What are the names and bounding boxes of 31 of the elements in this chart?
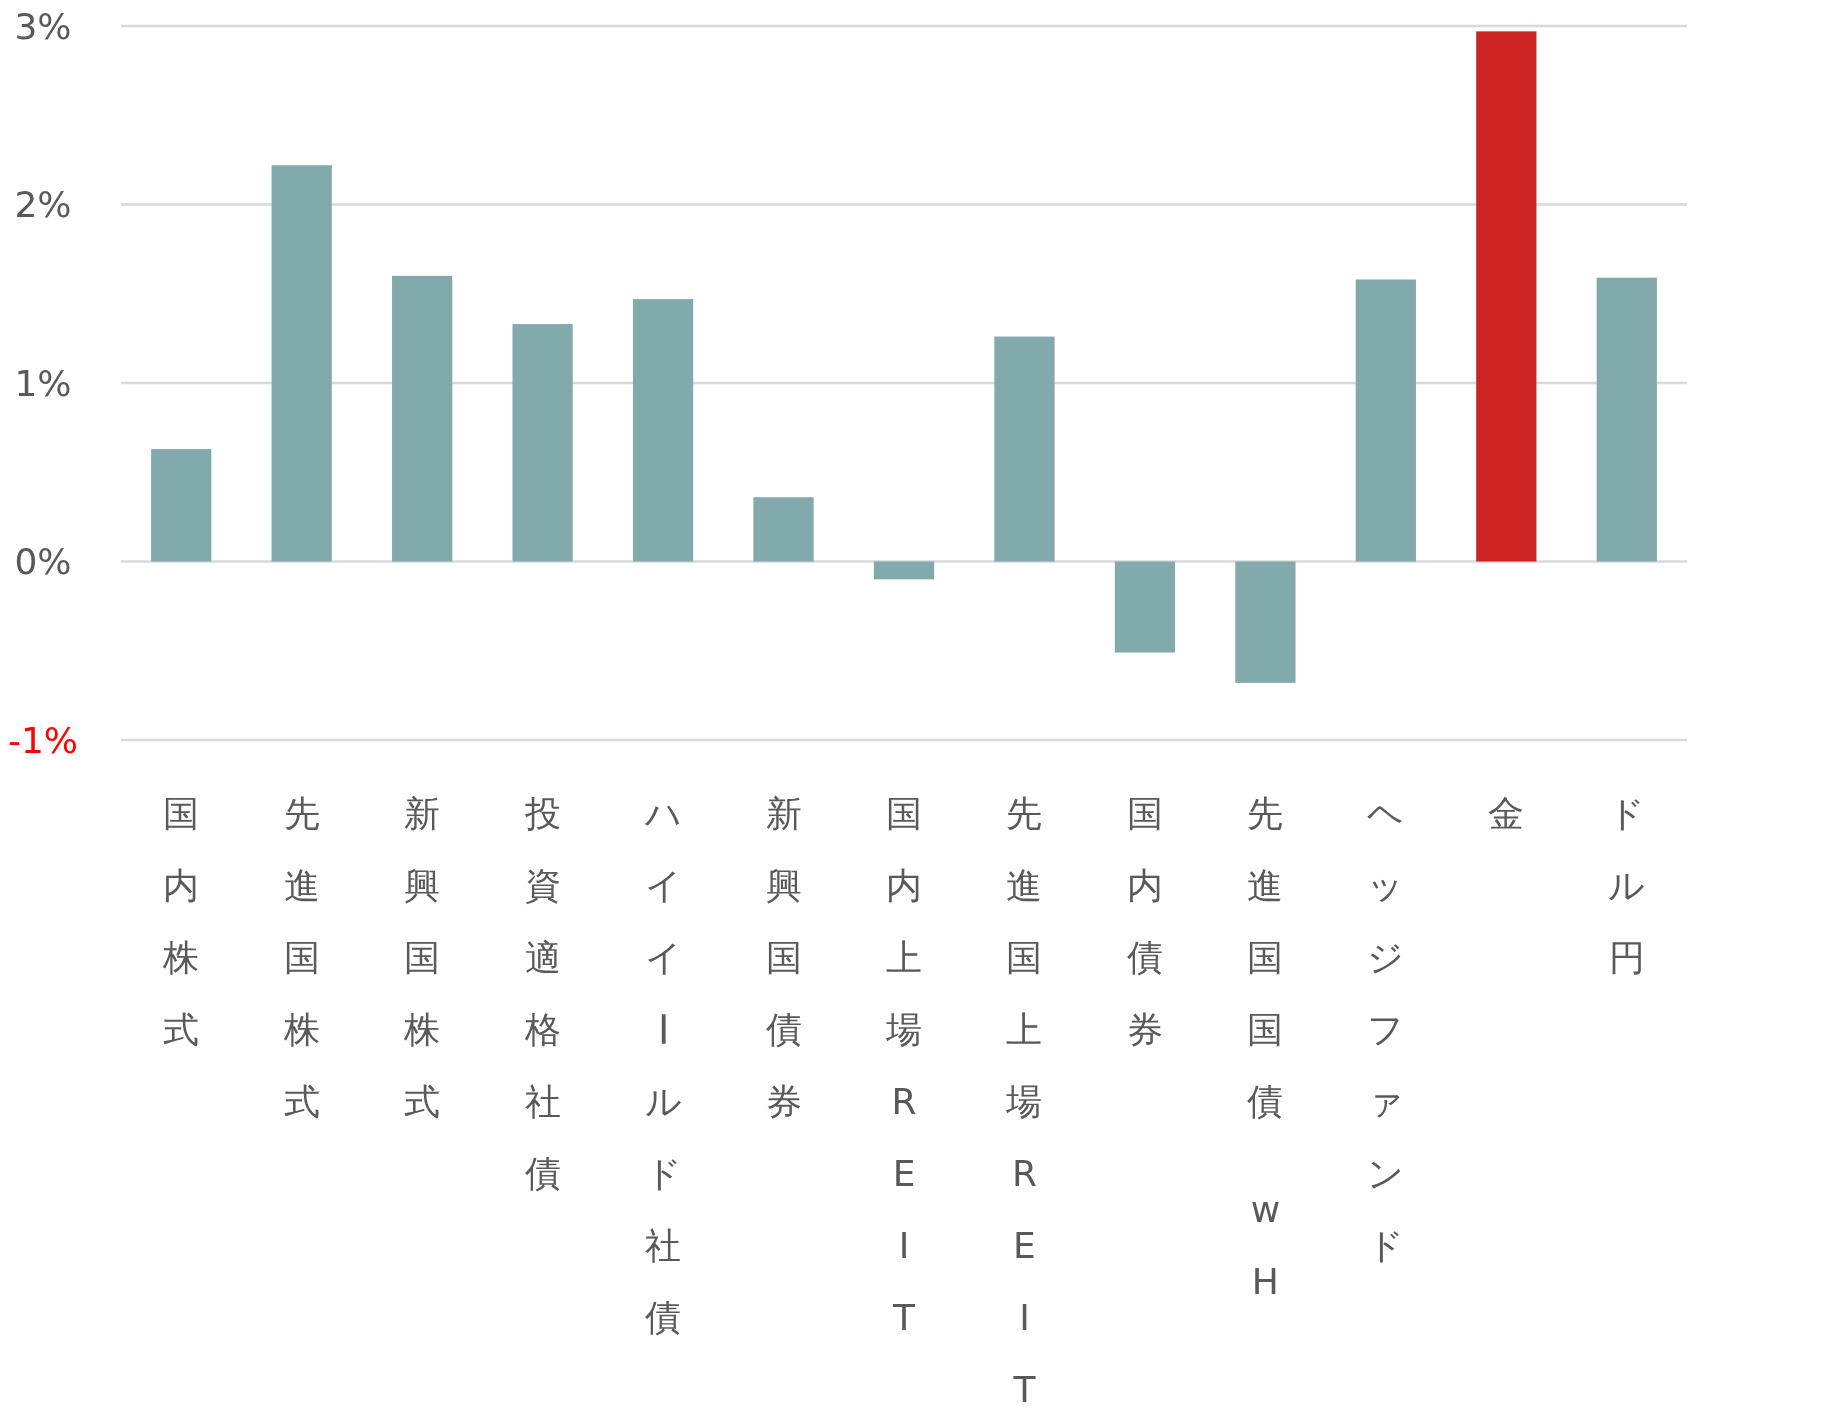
y-tick-label: 1% (14, 362, 72, 404)
bar (151, 449, 212, 562)
category-label: 先進国上場REIT (1006, 792, 1043, 1410)
x-tick-label: 国内上場REIT (885, 792, 922, 1338)
category-label: 先進国国債 wH (1247, 792, 1284, 1302)
y-tick-label: 0% (14, 541, 72, 583)
x-tick-label: ドル円 (1608, 792, 1646, 978)
bar (271, 165, 332, 562)
bar (1235, 561, 1296, 683)
x-tick-label: 新興国債券 (765, 792, 802, 1122)
bar (753, 497, 814, 562)
bar (512, 324, 573, 562)
x-tick-label: 国内債券 (1126, 792, 1163, 1050)
y-tick-label: 3% (14, 5, 72, 47)
bar (994, 336, 1055, 562)
x-tick-label: 投資適格社債 (523, 792, 561, 1194)
x-tick-label: 国内株式 (162, 792, 200, 1050)
bar (1476, 31, 1537, 562)
x-tick-label: ハイイールド社債 (642, 792, 684, 1338)
bar (1596, 277, 1657, 562)
x-tick-label: ヘッジファンド (1367, 792, 1405, 1266)
x-tick-label: 先進国株式 (282, 792, 320, 1122)
y-tick-label: 2% (14, 184, 72, 226)
bar (1114, 561, 1176, 653)
x-tick-label: 金 (1488, 792, 1525, 834)
y-tick-label: -1% (7, 719, 79, 761)
bar (1355, 279, 1416, 562)
x-tick-label: 新興国株式 (403, 792, 441, 1122)
bar (392, 275, 453, 562)
bar (873, 561, 935, 580)
bar (632, 299, 694, 562)
